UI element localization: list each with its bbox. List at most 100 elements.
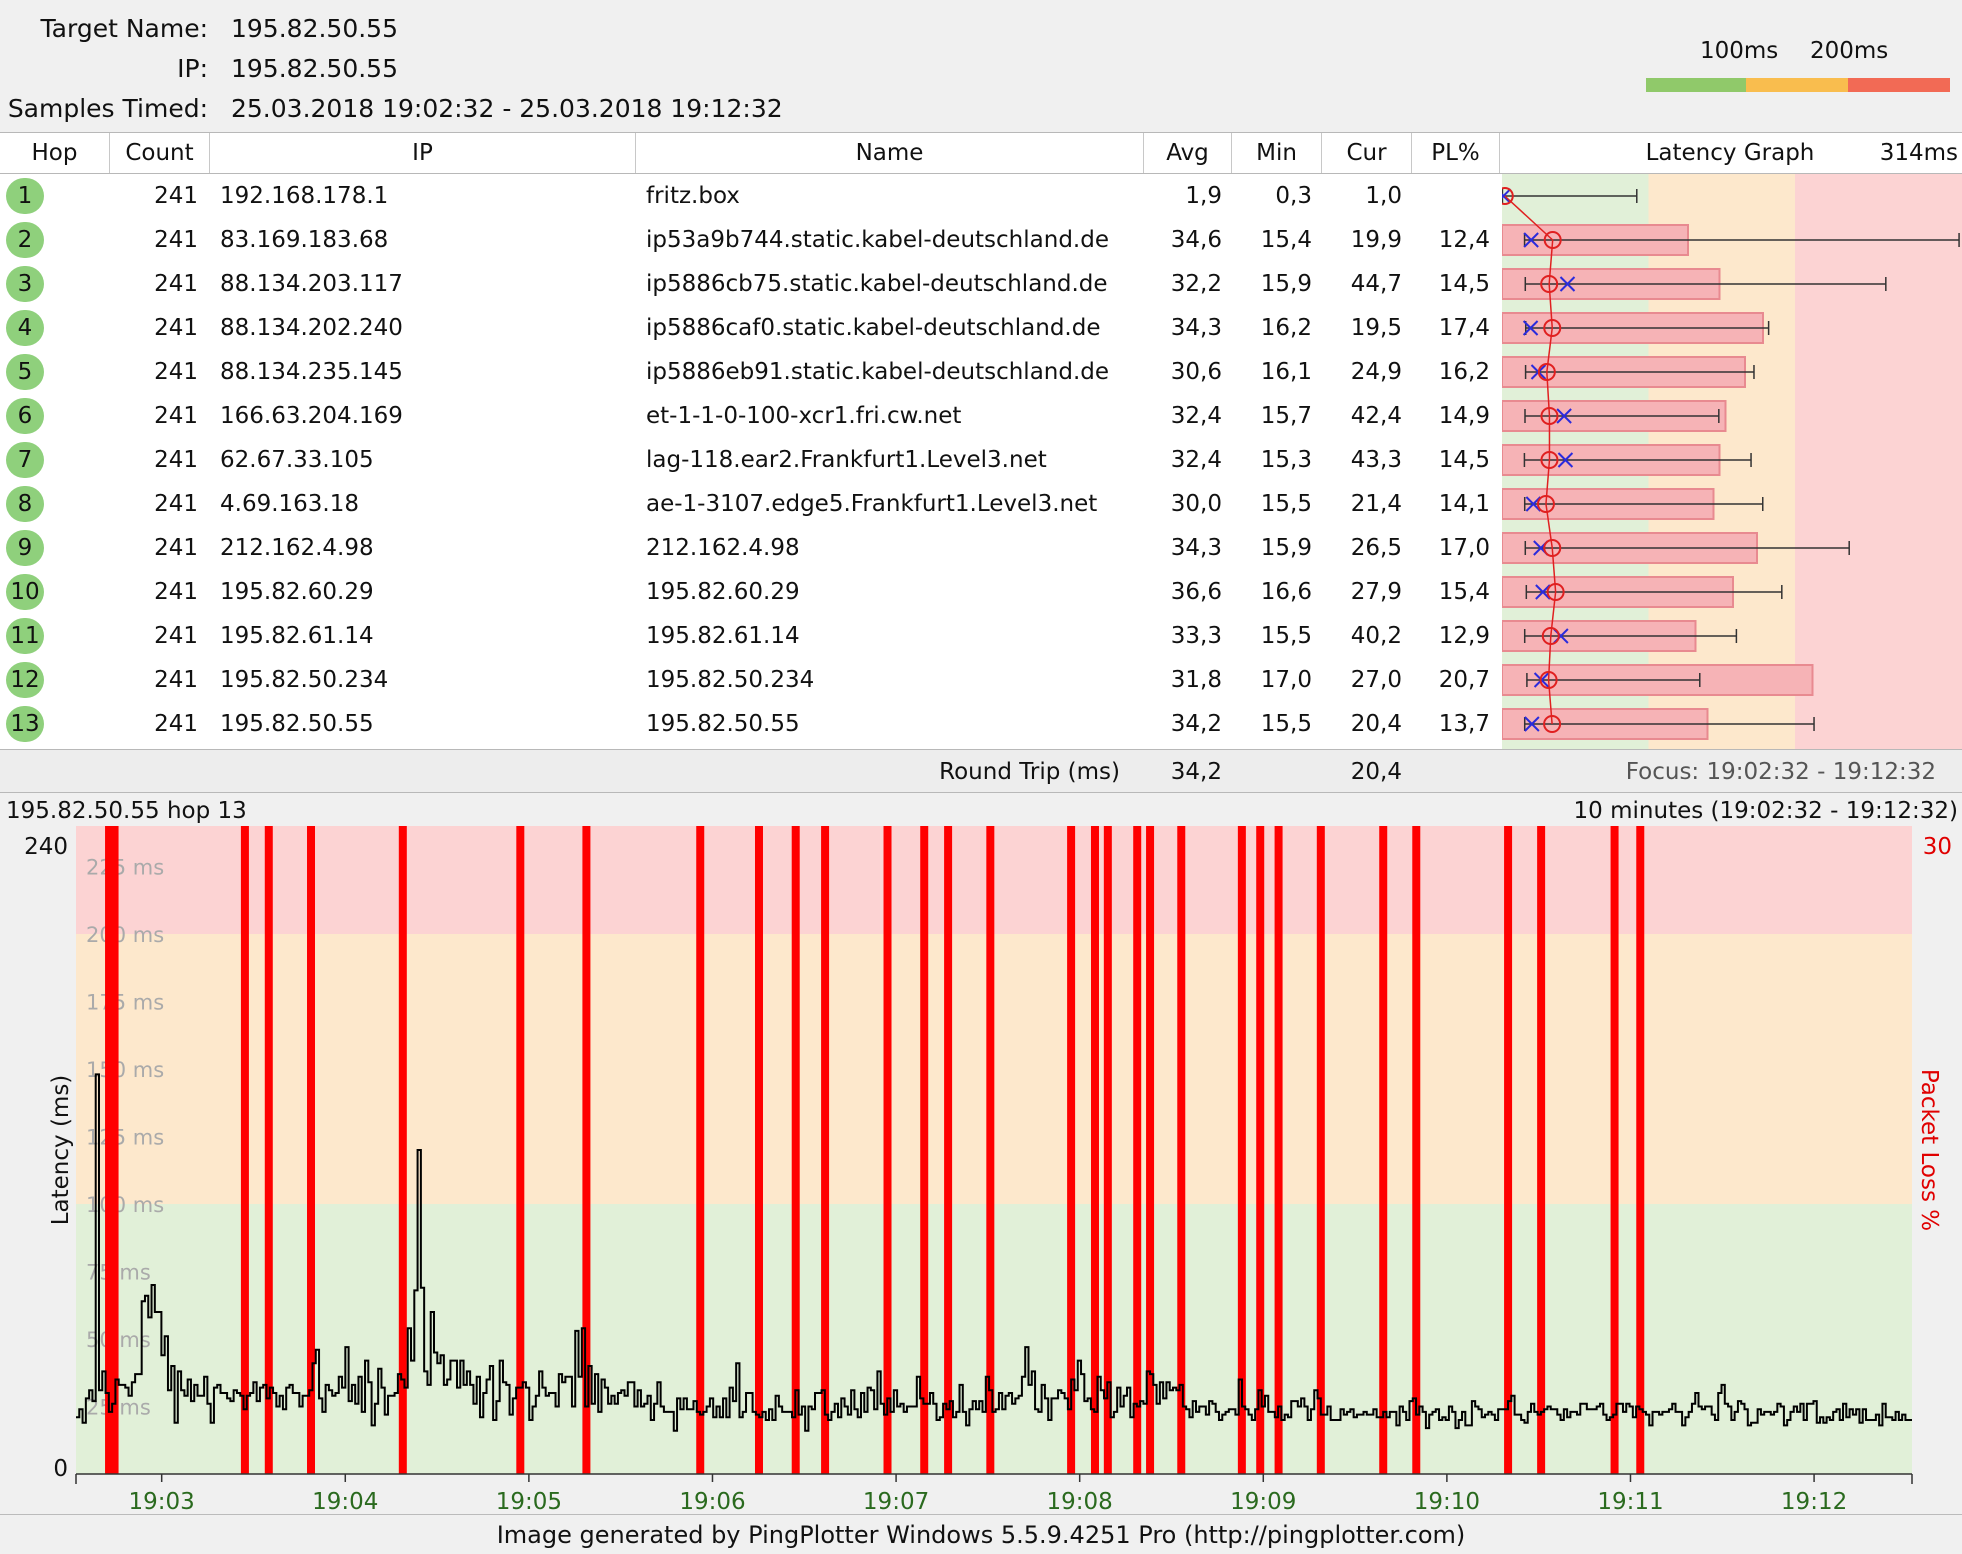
cell-count: 241 <box>154 491 198 517</box>
average-latency-marker <box>1543 539 1562 557</box>
hop-number-badge: 6 <box>6 398 44 434</box>
packet-loss-marker <box>944 826 953 1474</box>
average-latency-marker <box>1502 187 1514 205</box>
table-row[interactable]: 5 241 88.134.235.145 ip5886eb91.static.kabe… <box>0 350 1500 394</box>
table-row[interactable]: 6 241 166.63.204.169 et-1-1-0-100-xcr1.fri.… <box>0 394 1500 438</box>
cell-count: 241 <box>154 403 198 429</box>
col-avg-header[interactable]: Avg <box>1144 133 1232 173</box>
cell-count: 241 <box>154 447 198 473</box>
average-latency-marker <box>1540 275 1559 293</box>
target-name-label: Target Name: <box>40 14 208 43</box>
cell-name: 195.82.61.14 <box>646 623 800 649</box>
table-row[interactable]: 7 241 62.67.33.105 lag-118.ear2.Frankfurt1.… <box>0 438 1500 482</box>
cell-avg: 32,4 <box>1170 447 1222 473</box>
table-row[interactable]: 10 241 195.82.60.29 195.82.60.29 36,6 16,6 27,… <box>0 570 1500 614</box>
cell-ip: 195.82.50.234 <box>220 667 389 693</box>
table-row[interactable]: 12 241 195.82.50.234 195.82.50.234 31,8 17,0 2… <box>0 658 1500 702</box>
cell-pl: 12,9 <box>1438 623 1490 649</box>
packet-loss-marker <box>791 826 800 1474</box>
cell-ip: 88.134.203.117 <box>220 271 403 297</box>
cell-avg: 34,3 <box>1170 315 1222 341</box>
col-count-header[interactable]: Count <box>110 133 210 173</box>
time-axis-label: 19:06 <box>679 1489 745 1514</box>
packet-loss-marker <box>1537 826 1546 1474</box>
cell-count: 241 <box>154 315 198 341</box>
ip-value: 195.82.50.55 <box>231 54 398 83</box>
cell-cur: 19,5 <box>1350 315 1402 341</box>
cell-ip: 83.169.183.68 <box>220 227 389 253</box>
average-latency-marker <box>1539 671 1558 689</box>
packet-loss-marker <box>1274 826 1283 1474</box>
cell-pl: 15,4 <box>1438 579 1490 605</box>
packet-loss-marker <box>1636 826 1645 1474</box>
cell-pl: 14,9 <box>1438 403 1490 429</box>
cell-count: 241 <box>154 271 198 297</box>
latency-zone-bad <box>1794 174 1962 749</box>
average-latency-marker <box>1543 231 1562 249</box>
cell-avg: 36,6 <box>1170 579 1222 605</box>
table-row[interactable]: 4 241 88.134.202.240 ip5886caf0.static.kabe… <box>0 306 1500 350</box>
current-latency-marker <box>1525 496 1542 512</box>
cell-count: 241 <box>154 711 198 737</box>
table-row[interactable]: 13 241 195.82.50.55 195.82.50.55 34,2 15,5 20,… <box>0 702 1500 746</box>
cell-name: et-1-1-0-100-xcr1.fri.cw.net <box>646 403 962 429</box>
table-row[interactable]: 8 241 4.69.163.18 ae-1-3107.edge5.Frankfurt… <box>0 482 1500 526</box>
cell-count: 241 <box>154 227 198 253</box>
ms-gridline-label: 100 ms <box>86 1193 164 1217</box>
time-axis-label: 19:08 <box>1047 1489 1113 1514</box>
current-latency-marker <box>1559 276 1576 292</box>
current-latency-marker <box>1522 320 1539 336</box>
cell-min: 15,7 <box>1260 403 1312 429</box>
col-pl-header[interactable]: PL% <box>1412 133 1500 173</box>
col-hop-header[interactable]: Hop <box>0 133 110 173</box>
average-latency-marker <box>1540 451 1559 469</box>
table-row[interactable]: 3 241 88.134.203.117 ip5886cb75.static.kabe… <box>0 262 1500 306</box>
col-latency-graph-header[interactable]: Latency Graph <box>1645 140 1815 166</box>
col-cur-header[interactable]: Cur <box>1322 133 1412 173</box>
packet-loss-marker <box>110 826 119 1474</box>
time-axis-label: 19:11 <box>1597 1489 1663 1514</box>
current-latency-marker <box>1535 584 1551 600</box>
table-row[interactable]: 9 241 212.162.4.98 212.162.4.98 34,3 15,9 26,5… <box>0 526 1500 570</box>
cell-ip: 88.134.235.145 <box>220 359 403 385</box>
table-row[interactable]: 2 241 83.169.183.68 ip53a9b744.static.kabel… <box>0 218 1500 262</box>
cell-name: 195.82.50.55 <box>646 711 800 737</box>
hop-number-badge: 1 <box>6 178 44 214</box>
footer-credit: Image generated by PingPlotter Windows 5… <box>0 1514 1962 1554</box>
cell-cur: 24,9 <box>1350 359 1402 385</box>
time-axis-label: 19:05 <box>496 1489 562 1514</box>
cell-min: 17,0 <box>1260 667 1312 693</box>
col-ip-header[interactable]: IP <box>210 133 636 173</box>
cell-avg: 30,0 <box>1170 491 1222 517</box>
cell-ip: 4.69.163.18 <box>220 491 359 517</box>
cell-pl: 20,7 <box>1438 667 1490 693</box>
cell-pl: 16,2 <box>1438 359 1490 385</box>
scale-good-bar <box>1646 78 1746 92</box>
cell-min: 16,1 <box>1260 359 1312 385</box>
cell-name: ip5886caf0.static.kabel-deutschland.de <box>646 315 1101 341</box>
scale-warn-bar <box>1746 78 1848 92</box>
round-trip-row: Round Trip (ms) 34,2 20,4 Focus: 19:02:3… <box>0 749 1962 793</box>
cell-min: 15,9 <box>1260 271 1312 297</box>
cell-name: ip5886cb75.static.kabel-deutschland.de <box>646 271 1108 297</box>
graph-title-target: 195.82.50.55 hop 13 <box>6 798 247 824</box>
table-row[interactable]: 11 241 195.82.61.14 195.82.61.14 33,3 15,5 40,… <box>0 614 1500 658</box>
cell-name: ae-1-3107.edge5.Frankfurt1.Level3.net <box>646 491 1098 517</box>
col-min-header[interactable]: Min <box>1232 133 1322 173</box>
packet-loss-marker <box>1067 826 1076 1474</box>
cell-pl: 14,5 <box>1438 271 1490 297</box>
cell-ip: 195.82.50.55 <box>220 711 374 737</box>
scale-100ms-label: 100ms <box>1700 38 1779 64</box>
packet-loss-marker <box>105 826 114 1474</box>
cell-name: 195.82.50.234 <box>646 667 815 693</box>
hop-number-badge: 11 <box>6 618 44 654</box>
packet-loss-marker <box>582 826 591 1474</box>
average-latency-marker <box>1546 583 1565 601</box>
table-row[interactable]: 1 241 192.168.178.1 fritz.box 1,9 0,3 1,0 <box>0 174 1500 218</box>
packet-loss-marker <box>821 826 830 1474</box>
time-axis-label: 19:03 <box>129 1489 195 1514</box>
y-axis-label: Latency (ms) <box>48 1075 74 1226</box>
col-name-header[interactable]: Name <box>636 133 1144 173</box>
